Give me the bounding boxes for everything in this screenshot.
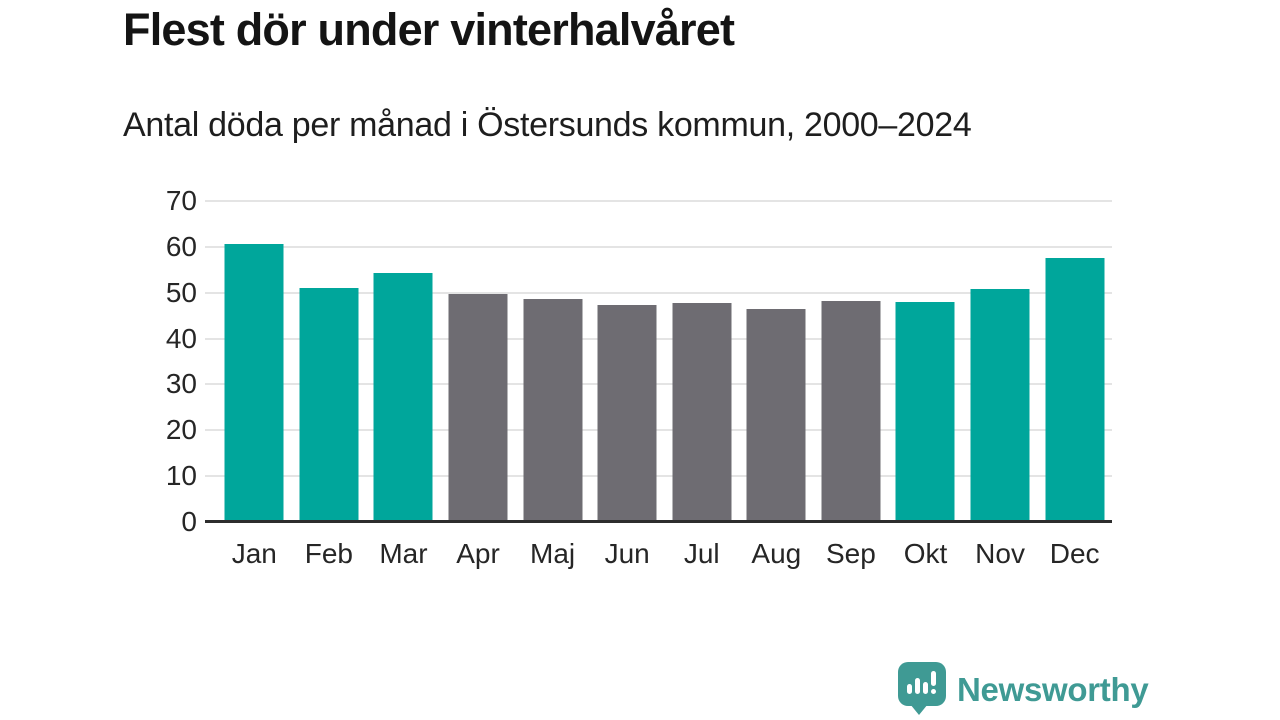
y-tick-label: 70 [165,185,197,216]
x-tick-label: Apr [456,538,500,569]
y-tick-label: 60 [165,230,197,262]
bar-okt [895,301,955,522]
bar-aug [746,308,806,522]
y-axis: 0 10 20 30 40 50 60 70 [0,185,197,537]
bar-maj [523,298,583,522]
newsworthy-brand: Newsworthy [898,662,1149,717]
x-tick-label: Nov [975,538,1025,569]
gridline [205,429,1112,432]
chart-subtitle: Antal döda per månad i Östersunds kommun… [123,106,972,144]
x-tick-label: Dec [1049,538,1100,569]
logo-chart-bar [923,682,928,694]
logo-exclamation-bar [931,671,936,686]
bar-jun [597,305,657,522]
bar-slot-okt [888,201,963,522]
bar-slot-jan [217,201,292,522]
x-axis-labels: Jan Feb Mar Apr Maj Jun Jul Aug Sep Okt Nov Dec [217,538,1112,570]
logo-chart-bar [907,684,912,694]
bar-slot-nov [963,201,1038,522]
bar-mar [373,272,433,522]
bar-slot-apr [441,201,516,522]
x-tick-label: Jul [683,538,720,569]
bar-slot-dec [1037,201,1112,522]
y-tick-label: 0 [181,506,197,537]
bar-series [217,201,1112,522]
bar-slot-jun [590,201,665,522]
y-tick-label: 20 [165,414,197,446]
chart-title: Flest dör under vinterhalvåret [123,4,735,55]
y-tick-label: 50 [165,276,197,308]
bar-slot-jul [664,201,739,522]
speech-bubble-shape [898,662,946,706]
bar-slot-sep [814,201,889,522]
logo-chart-bar [915,678,920,694]
bar-slot-aug [739,201,814,522]
bar-nov [970,289,1030,522]
y-tick-label: 30 [165,368,197,400]
bar-slot-feb [292,201,367,522]
gridline [205,200,1112,202]
x-tick-label: Aug [751,538,802,569]
bar-slot-mar [366,201,441,522]
x-tick-label: Maj [530,538,576,569]
bar-sep [821,301,881,522]
speech-bubble-tail [910,704,928,715]
gridline [205,337,1112,340]
x-tick-label: Sep [826,538,876,569]
x-tick-label: Jun [604,538,650,569]
gridline [205,291,1112,294]
x-tick-label: Mar [379,538,428,569]
bar-dec [1045,257,1105,522]
x-tick-label: Jan [231,538,277,569]
y-tick-label: 10 [165,460,197,492]
plot-area [205,200,1112,523]
newsworthy-logo-icon [898,662,946,717]
brand-name: Newsworthy [957,670,1149,708]
x-tick-label: Feb [304,538,353,569]
bar-jul [672,303,732,522]
bar-slot-maj [515,201,590,522]
bar-apr [448,294,508,522]
logo-exclamation-dot [931,689,936,694]
x-tick-label: Okt [903,538,948,569]
bar-feb [299,288,359,522]
y-tick-label: 40 [165,322,197,354]
x-axis-line [205,520,1112,523]
gridline [205,475,1112,478]
gridline [205,383,1112,386]
bar-jan [224,244,284,522]
gridline [205,245,1112,248]
